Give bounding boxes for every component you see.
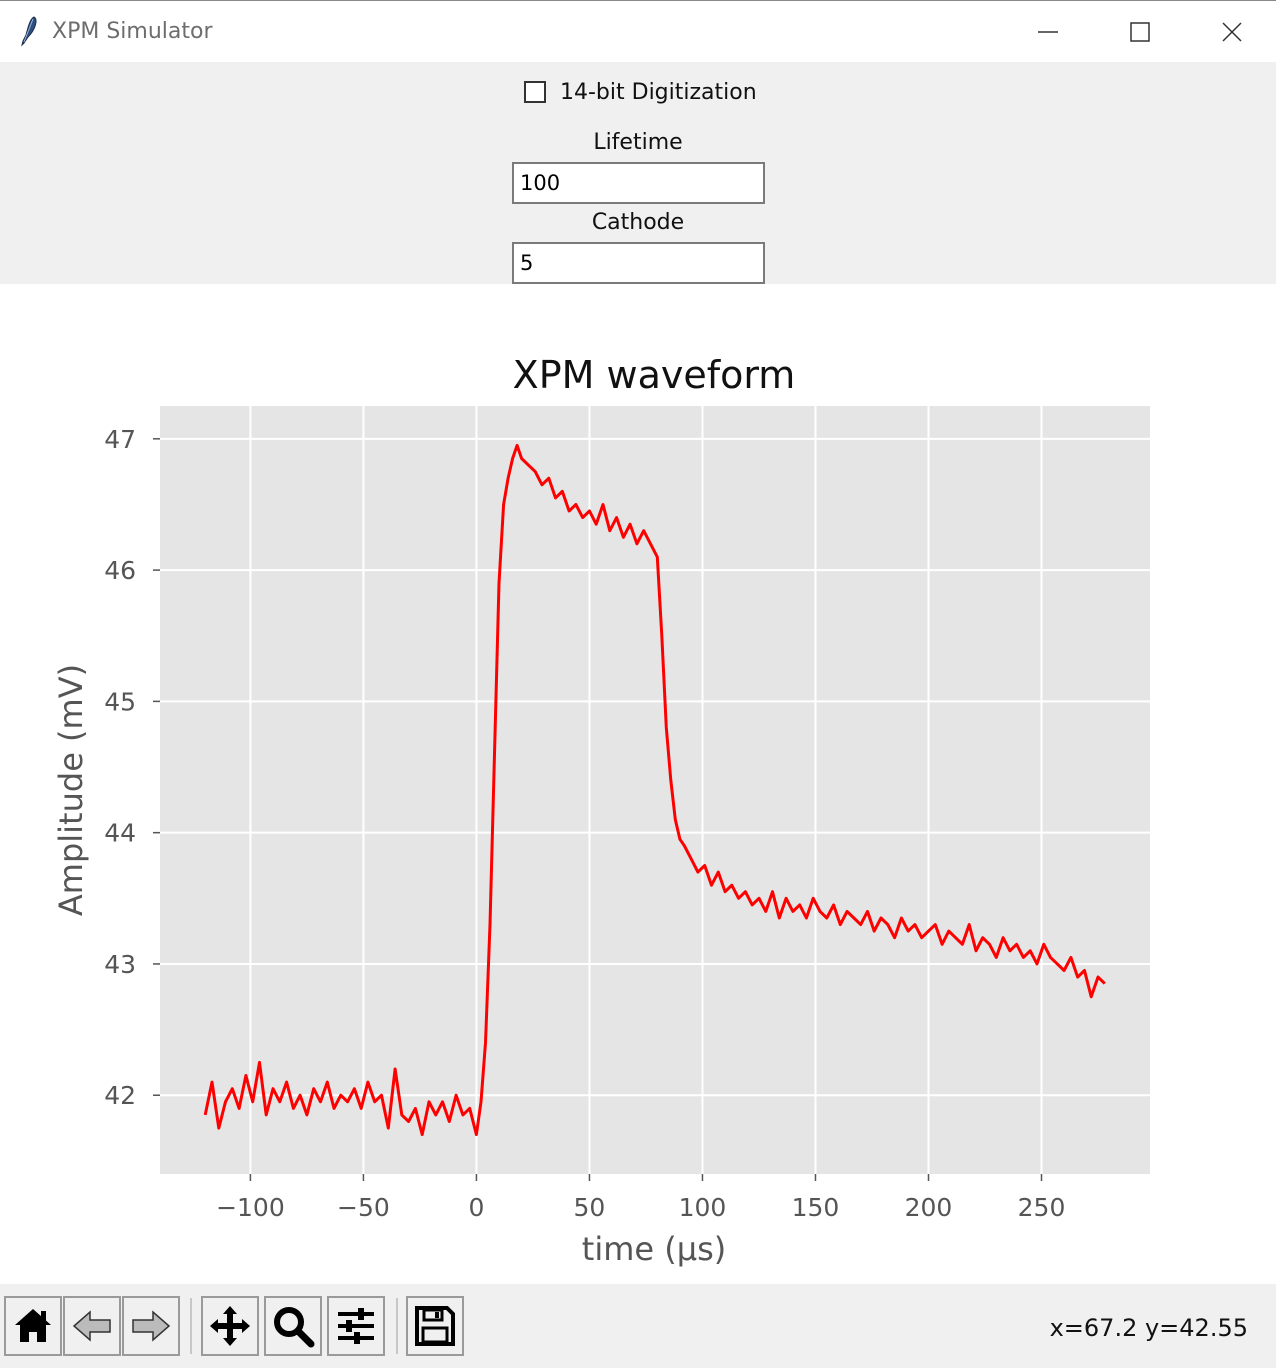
x-tick-label: 100 [679,1193,727,1222]
y-tick-label: 47 [104,425,136,454]
zoom-button[interactable] [264,1296,322,1356]
toolbar-separator [396,1298,398,1354]
maximize-button[interactable] [1094,1,1186,63]
zoom-icon [274,1307,315,1348]
y-tick-label: 46 [104,556,136,585]
save-disk-icon [415,1306,455,1346]
minimize-button[interactable] [1002,1,1094,63]
x-tick-label: 250 [1018,1193,1066,1222]
cathode-input[interactable] [512,242,765,284]
y-tick-label: 45 [104,687,136,716]
plot-background [160,406,1150,1174]
sliders-icon [338,1308,374,1344]
waveform-chart[interactable]: XPM waveform −100 −50 0 50 100 150 200 250 42 43… [0,284,1276,1284]
home-icon [15,1309,51,1342]
x-tick-label: 0 [468,1193,484,1222]
maximize-icon [1130,22,1150,42]
plot-canvas[interactable]: XPM waveform −100 −50 0 50 100 150 200 250 42 43… [0,284,1276,1284]
x-tick-label: 50 [574,1193,606,1222]
y-tick-label: 43 [104,950,136,979]
title-bar: XPM Simulator [0,0,1276,62]
lifetime-label: Lifetime [593,130,683,155]
configure-subplots-button[interactable] [327,1296,385,1356]
chart-title: XPM waveform [513,353,796,397]
navigation-toolbar: x=67.2 y=42.55 [0,1284,1276,1368]
close-icon [1222,22,1242,42]
y-tick-label: 42 [104,1081,136,1110]
pan-button[interactable] [201,1296,259,1356]
cursor-coordinates: x=67.2 y=42.55 [1049,1314,1248,1342]
grid-lines [160,406,1150,1174]
minimize-icon [1038,31,1058,33]
waveform-line [203,443,1106,1137]
x-axis-label: time (µs) [582,1230,726,1268]
cathode-label: Cathode [591,210,685,235]
digitization-label[interactable]: 14-bit Digitization [560,80,757,105]
y-tick-label: 44 [104,819,136,848]
controls-panel: 14-bit Digitization Lifetime Cathode [0,62,1276,284]
close-button[interactable] [1186,1,1276,63]
y-axis-label: Amplitude (mV) [52,664,90,916]
x-tick-label: 200 [905,1193,953,1222]
digitization-checkbox[interactable] [524,81,546,103]
x-tick-label: 150 [792,1193,840,1222]
forward-button[interactable] [122,1296,180,1356]
x-tick-label: −50 [337,1193,390,1222]
feather-icon [21,16,37,47]
back-button[interactable] [63,1296,121,1356]
window-title: XPM Simulator [52,19,213,44]
x-tick-label: −100 [216,1193,285,1222]
lifetime-input[interactable] [512,162,765,204]
save-button[interactable] [406,1296,464,1356]
y-axis-ticks: 42 43 44 45 46 47 [104,425,160,1110]
pan-icon [210,1306,250,1346]
home-button[interactable] [4,1296,62,1356]
toolbar-separator [190,1298,192,1354]
x-axis-ticks: −100 −50 0 50 100 150 200 250 [216,1174,1065,1222]
forward-arrow-icon [132,1310,171,1342]
back-arrow-icon [72,1310,111,1342]
